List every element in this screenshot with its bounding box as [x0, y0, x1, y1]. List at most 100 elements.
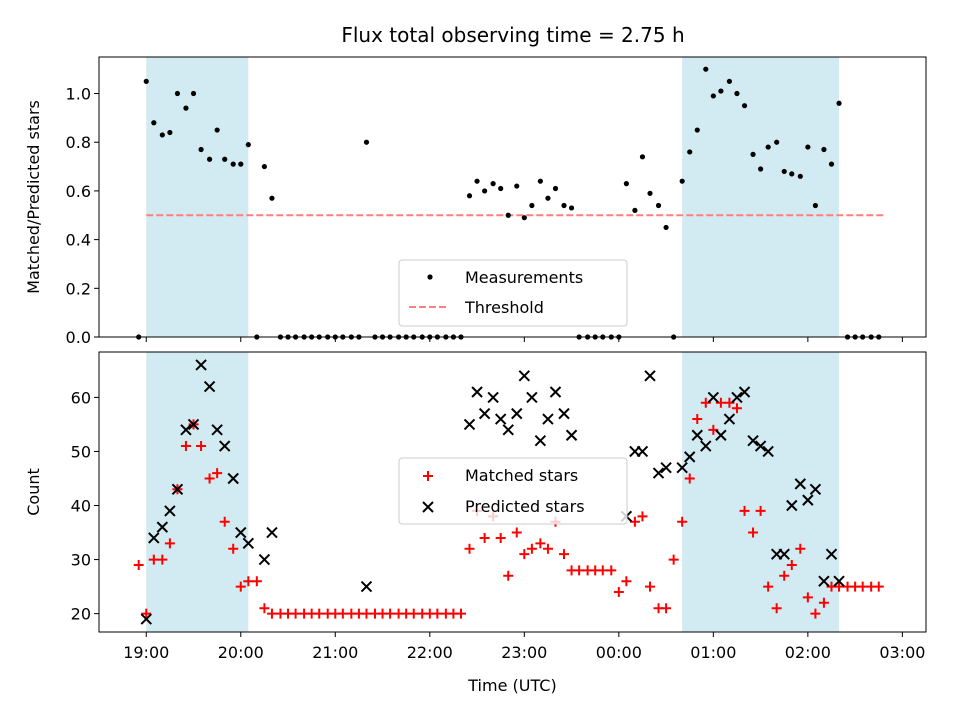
measurement-point — [159, 132, 165, 138]
matched-star-point — [559, 549, 570, 560]
y-tick-label: 40 — [71, 497, 91, 516]
chart-title: Flux total observing time = 2.75 h — [341, 23, 684, 47]
measurement-point — [639, 154, 646, 160]
matched-star-point — [432, 608, 443, 619]
predicted-star-point — [731, 391, 743, 404]
predicted-star-point — [211, 424, 223, 436]
predicted-star-point — [715, 429, 727, 441]
predicted-star-point — [636, 445, 649, 458]
measurement-point — [789, 171, 795, 177]
predicted-star-point — [218, 440, 231, 452]
measurement-point — [490, 181, 496, 187]
predicted-star-point — [156, 521, 169, 533]
predicted-star-point — [676, 461, 688, 474]
measurement-point — [466, 193, 473, 199]
legend-box — [398, 457, 628, 525]
matched-star-point — [148, 554, 159, 565]
predicted-star-point — [148, 532, 160, 544]
measurement-point — [679, 178, 685, 184]
matched-star-point — [818, 597, 829, 608]
measurement-point — [821, 146, 827, 153]
predicted-star-point — [258, 553, 271, 566]
measurement-point — [561, 202, 567, 209]
measurement-point — [261, 163, 267, 170]
measurement-point — [710, 93, 716, 99]
x-tick-label: 20:00 — [218, 643, 264, 662]
shaded-interval — [146, 57, 249, 337]
predicted-star-point — [723, 413, 736, 425]
predicted-star-point — [565, 429, 578, 441]
measurement-point — [552, 185, 559, 192]
matched-star-point — [692, 414, 703, 425]
predicted-star-point — [360, 580, 373, 593]
legend-matched-marker — [423, 471, 433, 481]
predicted-star-point — [463, 418, 476, 431]
predicted-star-point — [266, 526, 278, 539]
measurement-point — [805, 144, 811, 150]
matched-star-point — [219, 516, 230, 527]
matched-star-point — [637, 511, 648, 522]
legend-label: Matched stars — [465, 466, 578, 485]
predicted-star-point — [558, 407, 570, 420]
measurement-point — [734, 90, 740, 97]
matched-star-point — [157, 554, 168, 565]
measurement-point — [647, 190, 653, 196]
matched-star-point — [645, 581, 656, 592]
predicted-star-point — [494, 413, 507, 425]
measurement-point — [521, 215, 527, 221]
matched-star-point — [755, 505, 766, 516]
matched-star-point — [180, 441, 191, 452]
matched-star-point — [464, 543, 475, 554]
y-tick-label: 0.8 — [66, 133, 91, 152]
measurement-point — [750, 151, 756, 157]
predicted-star-point — [794, 478, 807, 490]
matched-star-point — [196, 441, 207, 452]
predicted-star-point — [809, 483, 822, 496]
measurement-point — [529, 202, 535, 209]
measurement-point — [167, 129, 173, 136]
matched-star-point — [243, 576, 254, 587]
measurement-point — [663, 224, 669, 231]
predicted-star-point — [180, 424, 192, 436]
legend-label: Predicted stars — [465, 497, 585, 516]
matched-star-point — [542, 543, 553, 554]
matched-star-point — [629, 516, 640, 527]
matched-star-point — [511, 527, 522, 538]
measurement-point — [758, 166, 764, 172]
y-tick-label: 30 — [71, 551, 91, 570]
measurement-point — [482, 188, 488, 194]
predicted-star-point — [754, 440, 767, 452]
matched-star-point — [810, 608, 821, 619]
matched-star-point — [677, 516, 688, 527]
predicted-star-point — [140, 613, 152, 625]
x-tick-label: 02:00 — [785, 643, 831, 662]
matched-star-point — [290, 608, 301, 619]
predicted-star-point — [242, 537, 255, 550]
matched-star-point — [259, 603, 270, 614]
matched-star-point — [795, 543, 806, 554]
x-tick-label: 21:00 — [312, 643, 358, 662]
matched-star-point — [519, 549, 530, 560]
y-axis-label: Count — [24, 468, 43, 516]
matched-star-point — [731, 403, 742, 414]
predicted-star-point — [660, 461, 672, 474]
shaded-interval — [682, 57, 840, 337]
predicted-star-point — [684, 451, 696, 463]
x-tick-label: 03:00 — [879, 643, 925, 662]
matched-star-point — [606, 565, 617, 576]
predicted-star-point — [526, 391, 538, 404]
y-tick-label: 50 — [71, 442, 91, 461]
predicted-star-point — [164, 505, 176, 517]
predicted-star-point — [691, 429, 703, 441]
matched-star-point — [661, 603, 672, 614]
predicted-star-point — [549, 386, 562, 398]
matched-star-point — [495, 532, 506, 543]
measurement-point — [174, 90, 181, 97]
measurement-point — [797, 173, 803, 179]
legend-box — [398, 259, 628, 327]
predicted-star-point — [227, 472, 239, 485]
predicted-star-point — [786, 499, 798, 512]
measurement-point — [514, 183, 520, 189]
y-tick-label: 0.6 — [66, 182, 91, 201]
